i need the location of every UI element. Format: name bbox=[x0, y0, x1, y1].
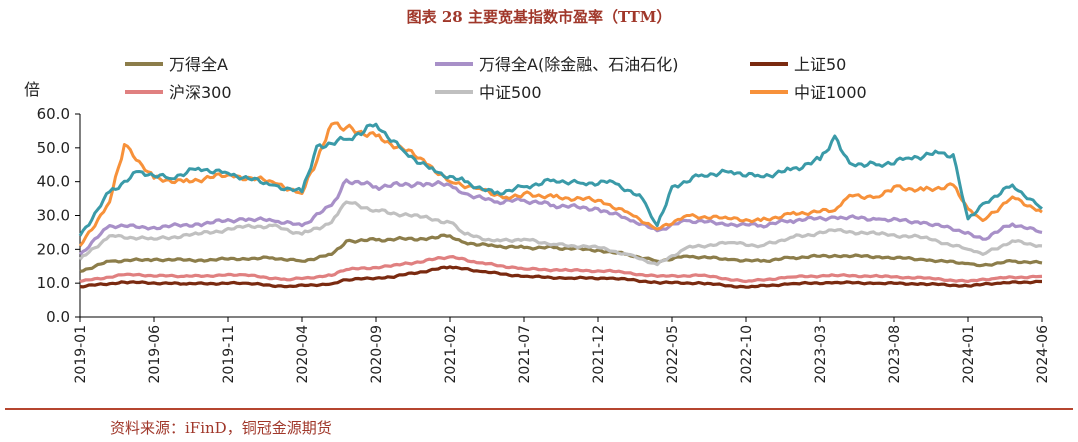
y-tick-label: 0.0 bbox=[46, 308, 70, 326]
x-tick-label: 2024-01 bbox=[961, 325, 977, 384]
series-line-0 bbox=[79, 233, 1043, 273]
x-axis: 2019-01 2019-06 2019-11 2020-04 2020-09 2021-… bbox=[73, 316, 1051, 384]
x-tick-label: 2019-06 bbox=[147, 325, 163, 384]
legend-item-label: 中证1000 bbox=[794, 83, 867, 102]
x-tick-label: 2022-05 bbox=[665, 325, 681, 384]
series-line-2 bbox=[79, 265, 1042, 289]
chart-legend: 万得全A 万得全A(除金融、石油石化) 上证50 沪深300 中证500 中证1000 bbox=[125, 55, 867, 102]
x-tick-label: 2021-02 bbox=[443, 325, 459, 384]
series-line-6 bbox=[78, 122, 1043, 237]
legend-item-label: 万得全A(除金融、石油石化) bbox=[479, 55, 678, 74]
legend-item-label: 万得全A bbox=[169, 55, 228, 74]
y-tick-label: 60.0 bbox=[37, 105, 70, 123]
x-tick-label: 2021-12 bbox=[591, 325, 607, 384]
legend-item-label: 中证500 bbox=[479, 83, 542, 102]
series-line-1 bbox=[78, 178, 1043, 256]
y-tick-label: 40.0 bbox=[37, 173, 70, 191]
x-tick-label: 2019-01 bbox=[73, 325, 89, 384]
x-tick-label: 2023-08 bbox=[887, 325, 903, 384]
x-tick-label: 2020-09 bbox=[369, 325, 385, 384]
x-tick-label: 2020-04 bbox=[295, 325, 311, 384]
x-tick-label: 2019-11 bbox=[221, 325, 237, 384]
y-axis-label: 倍 bbox=[24, 80, 40, 99]
legend-item-label: 上证50 bbox=[794, 55, 846, 74]
chart-title: 图表 28 主要宽基指数市盈率（TTM） bbox=[407, 8, 672, 26]
series-line-4 bbox=[78, 200, 1043, 267]
source-note: 资料来源：iFinD，铜冠金源期货 bbox=[110, 419, 332, 437]
series-line-3 bbox=[79, 255, 1043, 284]
x-tick-label: 2023-03 bbox=[813, 325, 829, 384]
series-line-5 bbox=[78, 121, 1043, 247]
legend-item-label: 沪深300 bbox=[169, 83, 232, 102]
x-tick-label: 2024-06 bbox=[1035, 325, 1051, 384]
x-tick-label: 2022-10 bbox=[739, 325, 755, 384]
y-tick-label: 20.0 bbox=[37, 240, 70, 258]
y-axis: 0.0 10.0 20.0 30.0 40.0 50.0 60.0 bbox=[37, 105, 81, 326]
x-tick-label: 2021-07 bbox=[517, 325, 533, 384]
y-tick-label: 50.0 bbox=[37, 139, 70, 157]
y-tick-label: 30.0 bbox=[37, 207, 70, 225]
y-tick-label: 10.0 bbox=[37, 274, 70, 292]
plot-area bbox=[78, 121, 1043, 289]
